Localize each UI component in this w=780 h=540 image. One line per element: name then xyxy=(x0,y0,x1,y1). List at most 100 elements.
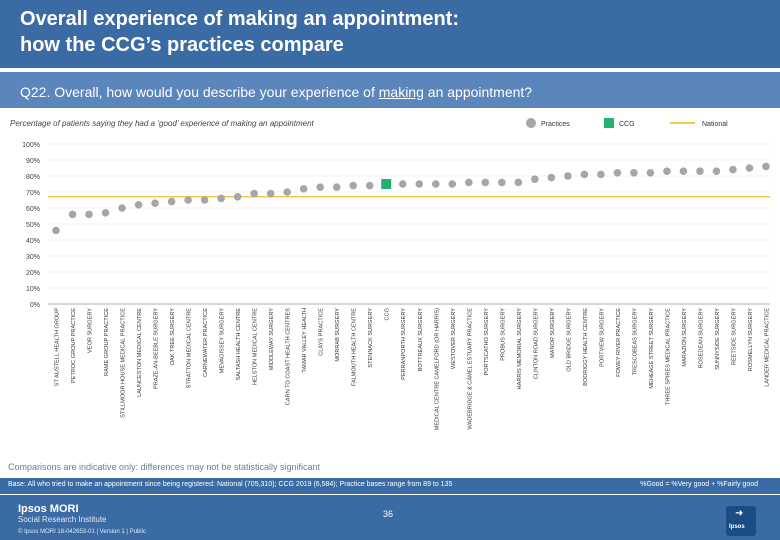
y-tick-label: 100% xyxy=(22,142,40,149)
y-tick-label: 90% xyxy=(26,158,40,165)
data-point xyxy=(217,194,225,203)
y-tick-label: 0% xyxy=(30,302,40,309)
y-tick-label: 70% xyxy=(26,190,40,197)
data-point xyxy=(762,162,770,171)
x-tick-label: BODRIGGY HEALTH CENTRE xyxy=(583,308,589,386)
footer-band xyxy=(0,495,780,540)
data-point xyxy=(498,178,506,187)
data-point xyxy=(134,201,143,209)
title-band xyxy=(0,0,780,68)
x-tick-label: WADEBRIDGE & CAMEL ESTUARY PRACTICE xyxy=(467,308,473,430)
x-tick-label: LANDER MEDICAL PRACTICE xyxy=(765,308,771,387)
formula-note: %Good = %Very good + %Fairly good xyxy=(640,481,758,488)
data-point xyxy=(250,189,258,198)
data-point xyxy=(564,172,572,180)
data-point xyxy=(696,167,704,175)
data-point xyxy=(663,167,671,175)
question-text: Q22. Overall, how would you describe you… xyxy=(20,84,533,100)
base-band xyxy=(0,478,780,494)
data-point xyxy=(729,165,737,174)
data-point xyxy=(464,178,473,187)
x-tick-label: WESTOVER SURGERY xyxy=(451,308,457,369)
data-point xyxy=(68,210,77,219)
x-tick-label: FALMOUTH HEALTH CENTRE xyxy=(352,308,358,386)
data-point xyxy=(283,188,291,196)
data-point xyxy=(613,169,622,177)
x-tick-label: HELSTON MEDICAL CENTRE xyxy=(253,308,259,385)
x-tick-label: LAUNCESTON MEDICAL CENTRE xyxy=(137,308,143,397)
x-tick-label: MIDDLEWAY SURGERY xyxy=(269,308,275,371)
data-point xyxy=(184,196,192,204)
x-tick-label: CLAYS PRACTICE xyxy=(319,308,325,356)
data-point xyxy=(415,180,424,188)
x-tick-label: CARN TO COAST HEALTH CENTRES xyxy=(286,308,292,405)
data-point xyxy=(151,199,159,207)
data-point xyxy=(679,167,688,175)
data-point xyxy=(514,178,523,187)
data-point xyxy=(101,209,110,217)
data-point xyxy=(118,204,126,212)
x-tick-label: STRATTON MEDICAL CENTRE xyxy=(187,308,193,389)
data-point xyxy=(398,180,407,188)
x-tick-label: PORTSCATHO SURGERY xyxy=(484,308,490,376)
chart: Percentage of patients saying they had a… xyxy=(10,118,771,430)
data-point xyxy=(481,178,490,187)
x-tick-label: STILLMOOR HOUSE MEDICAL PRACTICE xyxy=(121,308,127,418)
x-tick-label: STENNACK SURGERY xyxy=(368,308,374,368)
data-point xyxy=(167,197,176,206)
x-tick-label: FOWEY RIVER PRACTICE xyxy=(616,308,622,377)
x-tick-label: PETROC GROUP PRACTICE xyxy=(71,308,77,383)
data-point xyxy=(448,180,457,188)
data-point-ccg xyxy=(381,179,392,189)
data-point xyxy=(332,183,341,191)
x-tick-label: MANOR SURGERY xyxy=(550,308,556,358)
data-point xyxy=(431,180,440,188)
data-point xyxy=(646,169,655,177)
x-tick-label: ST AUSTELL HEALTH GROUP xyxy=(55,308,61,386)
x-tick-label: CLINTON ROAD SURGERY xyxy=(533,308,539,380)
y-tick-label: 10% xyxy=(26,286,40,293)
x-tick-label: BOTTREAUX SURGERY xyxy=(418,308,424,372)
y-tick-label: 50% xyxy=(26,222,40,229)
data-point xyxy=(316,183,324,191)
x-tick-label: TAMAR VALLEY HEALTH xyxy=(302,308,308,373)
x-tick-label: MARAZION SURGERY xyxy=(682,308,688,367)
copyright: © Ipsos MORI 18-042653-01 | Version 1 | … xyxy=(18,529,146,535)
data-point xyxy=(547,173,556,182)
x-tick-label: MORRAB SURGERY xyxy=(335,308,341,362)
data-point xyxy=(233,193,242,201)
x-tick-label: MEDICAL CENTRE CAMELFORD (OR HARRIS) xyxy=(434,308,440,430)
ipsos-logo-text: Ipsos xyxy=(729,524,745,530)
data-point xyxy=(365,181,374,190)
legend-practices-label: Practices xyxy=(541,121,570,128)
data-point xyxy=(531,175,539,183)
data-point xyxy=(712,167,721,175)
data-point xyxy=(266,189,275,198)
logo-sub: Social Research Institute xyxy=(18,515,107,524)
y-tick-label: 80% xyxy=(26,174,40,181)
chart-title: Percentage of patients saying they had a… xyxy=(10,119,315,128)
data-point xyxy=(52,226,60,235)
x-tick-label: VEOR SURGERY xyxy=(88,308,94,353)
x-tick-label: THREE SPIRES MEDICAL PRACTICE xyxy=(665,308,671,405)
x-tick-label: OLD BRIDGE SURGERY xyxy=(566,308,572,372)
question-band xyxy=(0,72,780,108)
y-tick-label: 20% xyxy=(26,270,40,277)
legend-ccg-label: CCG xyxy=(619,121,635,128)
x-tick-label: SUNNYSIDE SURGERY xyxy=(715,308,721,370)
x-tick-label: CARNEWATER PRACTICE xyxy=(203,308,209,377)
data-point xyxy=(630,169,638,177)
data-point xyxy=(349,181,358,190)
ipsos-arrow-icon: ➜ xyxy=(735,508,744,519)
data-point xyxy=(299,185,308,193)
x-tick-label: PROBUS SURGERY xyxy=(500,308,506,361)
x-tick-label: MEHEAGE STREET SURGERY xyxy=(649,308,655,389)
x-tick-label: PORTVIEW SURGERY xyxy=(599,308,605,367)
legend-national-label: National xyxy=(702,121,728,128)
data-point xyxy=(745,164,754,172)
legend-practices-marker xyxy=(526,118,536,128)
y-tick-label: 30% xyxy=(26,254,40,261)
y-tick-label: 60% xyxy=(26,206,40,213)
x-tick-label: HARRIS MEMORIAL SURGERY xyxy=(517,308,523,390)
x-tick-label: MEVAGISSEY SURGERY xyxy=(220,308,226,374)
